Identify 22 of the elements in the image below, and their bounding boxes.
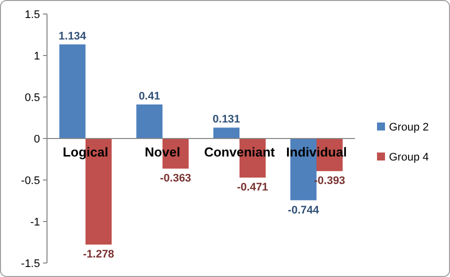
data-label: -0.471 — [236, 182, 268, 194]
legend-label: Group 4 — [389, 152, 429, 164]
y-tick-label: 1.5 — [24, 9, 40, 21]
data-label: -0.744 — [288, 204, 320, 216]
y-tick-label: -0.5 — [21, 175, 40, 187]
x-tick-label: Novel — [144, 144, 180, 160]
y-tick-label: 0 — [34, 134, 40, 146]
y-tick-label: -1 — [30, 216, 40, 228]
data-label: -0.363 — [160, 172, 192, 185]
data-label: 0.41 — [138, 90, 160, 102]
y-tick-label: -1.5 — [21, 258, 40, 270]
y-tick-label: 1 — [34, 50, 40, 62]
bar — [213, 128, 240, 138]
data-label: 1.134 — [58, 30, 88, 42]
bar — [59, 44, 86, 138]
x-tick-label: Logical — [62, 144, 108, 160]
data-label: 0.131 — [212, 114, 240, 126]
bar — [136, 104, 162, 138]
x-tick-label: Individual — [286, 144, 347, 160]
y-tick-label: 0.5 — [24, 92, 40, 104]
legend-label: Group 2 — [389, 122, 429, 134]
data-label: -1.278 — [82, 248, 114, 261]
